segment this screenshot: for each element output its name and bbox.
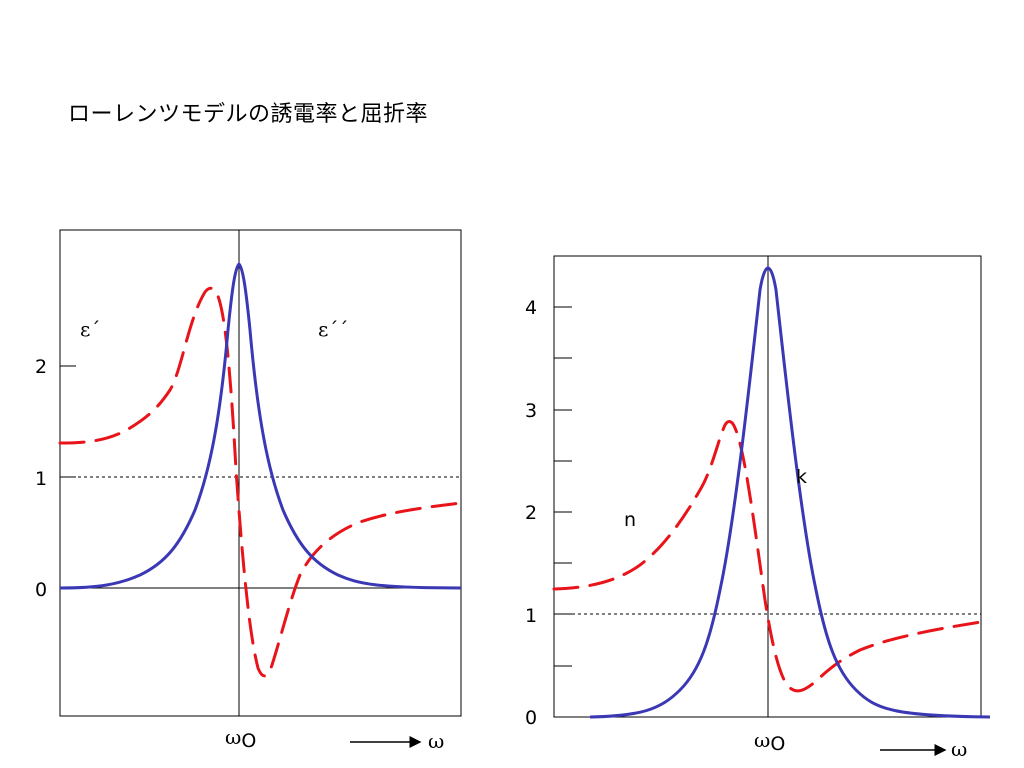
left-label-eps1: ε´ <box>80 317 100 341</box>
right-tick-label-4: 4 <box>525 297 537 319</box>
right-omega0-symbol: ω <box>754 728 770 752</box>
right-omega-arrow-label: ω <box>951 737 967 761</box>
right-series-n <box>552 420 983 693</box>
right-plot: 4 3 2 1 0 n k ωO ω <box>525 255 991 761</box>
left-omega0-symbol: ω <box>225 725 241 749</box>
slide-title: ローレンツモデルの誘電率と屈折率 <box>68 102 429 127</box>
left-series-eps2 <box>59 261 462 590</box>
right-tick-label-0: 0 <box>525 707 537 729</box>
left-label-eps2: ε´´ <box>318 317 348 341</box>
left-tick-label-1: 1 <box>35 468 47 490</box>
left-plot: 2 1 0 ε´ ε´´ ωO ω <box>35 229 463 753</box>
left-plot-frame <box>59 229 462 717</box>
left-omega0-label: ωO <box>225 725 256 752</box>
left-tick-label-0: 0 <box>35 579 47 601</box>
left-tick-label-2: 2 <box>35 356 47 378</box>
right-tick-label-3: 3 <box>525 400 537 422</box>
right-tick-label-1: 1 <box>525 605 537 627</box>
left-omega-arrow-label: ω <box>428 729 444 753</box>
right-tick-label-2: 2 <box>525 502 537 524</box>
right-label-k: k <box>796 466 807 488</box>
left-series-eps1 <box>58 286 463 678</box>
left-omega0-subscript: O <box>241 730 256 752</box>
right-omega0-subscript: O <box>770 733 785 755</box>
right-label-n: n <box>624 509 636 531</box>
right-series-k <box>589 266 991 719</box>
right-omega0-label: ωO <box>754 728 785 755</box>
